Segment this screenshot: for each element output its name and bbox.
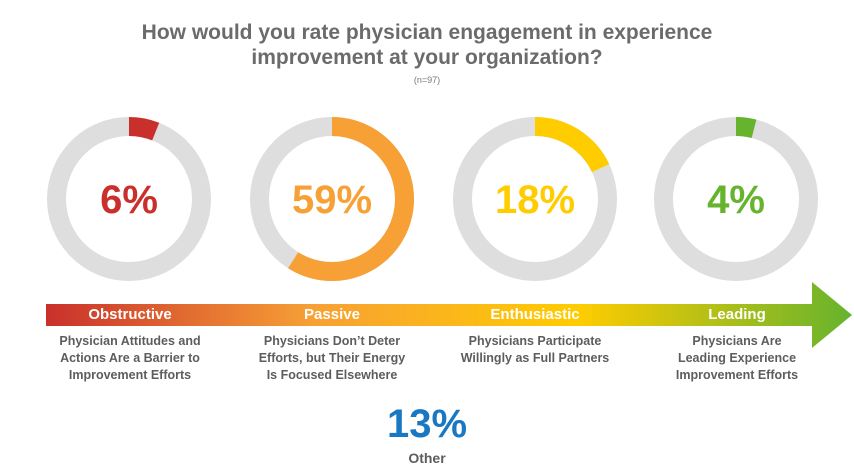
description-line: Physician Attitudes and (59, 334, 201, 348)
pct-label-obstructive: 6% (100, 178, 158, 222)
pct-label-leading: 4% (707, 178, 765, 222)
description-line: Physicians Participate (468, 334, 602, 348)
scale-arrow-shape (46, 282, 852, 348)
chart-title: How would you rate physician engagement … (0, 20, 854, 70)
pct-label-enthusiastic: 18% (494, 178, 576, 222)
other-pct-label: 13% (386, 402, 468, 446)
donut-segment-obstructive (128, 117, 160, 141)
description-enthusiastic: Physicians Participate Willingly as Full… (440, 333, 630, 367)
description-line: Willingly as Full Partners (460, 351, 610, 365)
description-line: Leading Experience (677, 351, 797, 365)
chart-subtitle: (n=97) (413, 75, 441, 85)
category-enthusiastic: Enthusiastic (490, 306, 580, 323)
description-line: Efforts, but Their Energy (258, 351, 406, 365)
category-leading: Leading (708, 306, 766, 323)
category-obstructive: Obstructive (88, 306, 172, 323)
description-obstructive: Physician Attitudes and Actions Are a Ba… (35, 333, 225, 384)
category-passive: Passive (304, 306, 360, 323)
description-line: Improvement Efforts (675, 368, 799, 382)
other-label: Other (408, 450, 446, 466)
donut-segment-leading (735, 117, 757, 139)
description-line: Physicians Are (692, 334, 782, 348)
description-line: Is Focused Elsewhere (266, 368, 398, 382)
description-passive: Physicians Don’t Deter Efforts, but Thei… (237, 333, 427, 384)
description-line: Physicians Don’t Deter (263, 334, 401, 348)
description-leading: Physicians Are Leading Experience Improv… (642, 333, 832, 384)
chart-title-line-2: improvement at your organization? (251, 46, 603, 69)
description-line: Improvement Efforts (68, 368, 192, 382)
donut-segment-passive (288, 117, 414, 281)
chart-title-line-1: How would you rate physician engagement … (141, 21, 713, 44)
donut-segment-enthusiastic (534, 117, 610, 173)
pct-label-passive: 59% (291, 178, 373, 222)
donut-charts (47, 117, 818, 281)
description-line: Actions Are a Barrier to (60, 351, 200, 365)
